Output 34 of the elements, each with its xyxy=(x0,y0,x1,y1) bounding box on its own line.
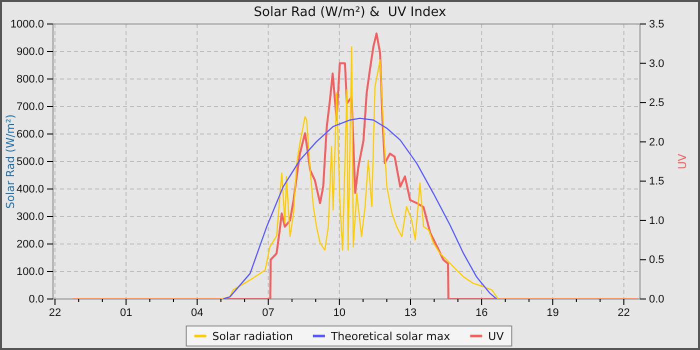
legend-label: UV xyxy=(488,330,504,343)
y-tick-label: 300.0 xyxy=(16,211,44,224)
chart-title: Solar Rad (W/m²) & UV Index xyxy=(254,5,447,20)
y-tick-label: 900.0 xyxy=(16,46,44,58)
y-tick-label: 600.0 xyxy=(16,128,44,141)
legend-label: Solar radiation xyxy=(212,330,293,343)
y-tick-label: 200.0 xyxy=(16,238,44,251)
y2-tick-label: 2.5 xyxy=(649,97,664,110)
y2-tick-label: 1.5 xyxy=(649,176,664,188)
y-tick-label: 400.0 xyxy=(16,184,44,196)
y2-tick-label: 0.0 xyxy=(649,294,664,306)
x-tick-label: 19 xyxy=(546,306,559,319)
y-tick-label: 500.0 xyxy=(16,156,44,168)
y-tick-label: 700.0 xyxy=(16,101,44,114)
y2-axis-title: UV xyxy=(676,153,689,170)
y-tick-label: 1000.0 xyxy=(10,18,44,31)
x-tick-label: 22 xyxy=(618,306,630,319)
y2-tick-label: 1.0 xyxy=(649,214,664,227)
y-axis-title: Solar Rad (W/m²) xyxy=(4,114,17,209)
y-tick-label: 100.0 xyxy=(16,266,44,278)
x-tick-label: 13 xyxy=(404,306,417,319)
x-tick-label: 22 xyxy=(48,306,62,319)
legend-label: Theoretical solar max xyxy=(330,330,451,343)
y-tick-label: 800.0 xyxy=(16,74,44,86)
y2-tick-label: 3.5 xyxy=(649,18,664,31)
y2-tick-label: 0.5 xyxy=(649,254,664,266)
x-tick-label: 04 xyxy=(191,306,204,319)
x-tick-label: 01 xyxy=(120,306,132,319)
x-tick-label: 16 xyxy=(475,306,488,319)
x-tick-label: 10 xyxy=(333,306,346,319)
y2-tick-label: 3.0 xyxy=(649,58,664,70)
y2-tick-label: 2.0 xyxy=(649,136,664,148)
y-tick-label: 0.0 xyxy=(28,294,44,306)
x-tick-label: 07 xyxy=(262,306,274,319)
